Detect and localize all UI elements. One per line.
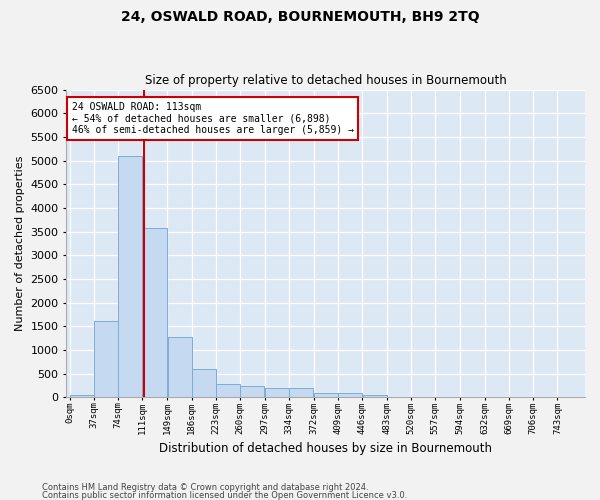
Bar <box>362 394 386 397</box>
Text: Contains HM Land Registry data © Crown copyright and database right 2024.: Contains HM Land Registry data © Crown c… <box>42 484 368 492</box>
Bar <box>167 336 191 397</box>
Bar <box>241 386 265 397</box>
Bar <box>94 320 118 397</box>
Y-axis label: Number of detached properties: Number of detached properties <box>15 156 25 331</box>
Bar <box>265 388 289 397</box>
Bar <box>289 388 313 397</box>
Bar <box>216 384 240 397</box>
X-axis label: Distribution of detached houses by size in Bournemouth: Distribution of detached houses by size … <box>159 442 492 455</box>
Bar <box>314 392 338 397</box>
Bar <box>338 393 362 397</box>
Bar <box>192 369 216 397</box>
Bar <box>70 394 94 397</box>
Text: 24 OSWALD ROAD: 113sqm
← 54% of detached houses are smaller (6,898)
46% of semi-: 24 OSWALD ROAD: 113sqm ← 54% of detached… <box>71 102 353 135</box>
Text: 24, OSWALD ROAD, BOURNEMOUTH, BH9 2TQ: 24, OSWALD ROAD, BOURNEMOUTH, BH9 2TQ <box>121 10 479 24</box>
Text: Contains public sector information licensed under the Open Government Licence v3: Contains public sector information licen… <box>42 490 407 500</box>
Bar <box>143 228 167 397</box>
Bar <box>118 156 142 397</box>
Title: Size of property relative to detached houses in Bournemouth: Size of property relative to detached ho… <box>145 74 506 87</box>
